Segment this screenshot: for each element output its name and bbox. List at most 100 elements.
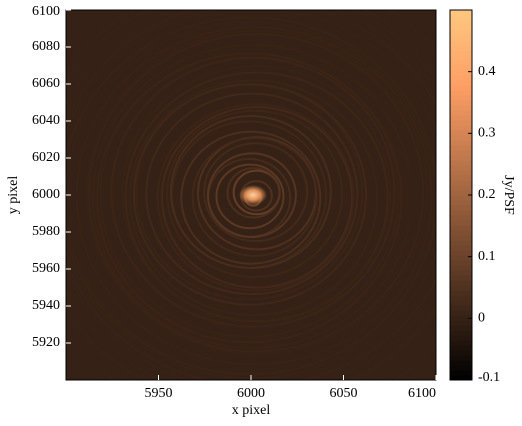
- colorbar-step: [450, 365, 472, 371]
- colorbar-step: [450, 185, 472, 191]
- colorbar-step: [450, 280, 472, 286]
- colorbar-step: [450, 105, 472, 111]
- x-tick-label: 6000: [237, 386, 265, 401]
- colorbar-step: [450, 180, 472, 186]
- colorbar-step: [450, 370, 472, 376]
- colorbar-step: [450, 205, 472, 211]
- colorbar-tick-label: -0.1: [478, 370, 500, 385]
- psf-ring: [166, 109, 344, 279]
- x-tick-label: 6050: [330, 386, 358, 401]
- colorbar: [450, 10, 472, 381]
- colorbar-step: [450, 335, 472, 341]
- colorbar-label: Jy/PSF: [501, 175, 516, 215]
- psf-core: [239, 185, 267, 205]
- colorbar-step: [450, 35, 472, 41]
- colorbar-step: [450, 130, 472, 136]
- colorbar-step: [450, 25, 472, 31]
- colorbar-step: [450, 255, 472, 261]
- colorbar-step: [450, 140, 472, 146]
- colorbar-step: [450, 60, 472, 66]
- colorbar-step: [450, 270, 472, 276]
- colorbar-step: [450, 155, 472, 161]
- colorbar-step: [450, 90, 472, 96]
- colorbar-step: [450, 230, 472, 236]
- colorbar-step: [450, 100, 472, 106]
- colorbar-step: [450, 330, 472, 336]
- psf-ring: [129, 79, 379, 317]
- colorbar-step: [450, 210, 472, 216]
- psf-ring: [145, 92, 359, 296]
- colorbar-step: [450, 175, 472, 181]
- colorbar-step: [450, 345, 472, 351]
- colorbar-step: [450, 150, 472, 156]
- colorbar-step: [450, 135, 472, 141]
- y-tick-label: 5980: [32, 224, 60, 239]
- y-tick-label: 6020: [32, 150, 60, 165]
- colorbar-step: [450, 220, 472, 226]
- psf-ring: [88, 33, 425, 353]
- colorbar-step: [450, 300, 472, 306]
- colorbar-step: [450, 375, 472, 381]
- psf-ring: [169, 115, 332, 270]
- colorbar-step: [450, 40, 472, 46]
- psf-ring: [203, 142, 309, 243]
- colorbar-step: [450, 15, 472, 21]
- psf-ring: [91, 43, 413, 349]
- colorbar-step: [450, 125, 472, 131]
- x-axis-label: x pixel: [232, 403, 271, 418]
- colorbar-tick-label: 0: [478, 311, 485, 326]
- psf-ring: [110, 56, 396, 328]
- colorbar-step: [450, 225, 472, 231]
- colorbar-step: [450, 265, 472, 271]
- colorbar-step: [450, 295, 472, 301]
- psf-ring: [160, 106, 353, 289]
- colorbar-step: [450, 305, 472, 311]
- x-tick-label: 6100: [408, 386, 436, 401]
- y-tick-label: 6000: [32, 187, 60, 202]
- colorbar-step: [450, 170, 472, 176]
- colorbar-step: [450, 85, 472, 91]
- psf-ring: [75, 26, 433, 366]
- y-tick-label: 5940: [32, 298, 60, 313]
- y-axis-label: y pixel: [6, 176, 21, 215]
- psf-ring: [191, 137, 318, 257]
- colorbar-step: [450, 70, 472, 76]
- psf-ring: [121, 65, 392, 322]
- colorbar-step: [450, 115, 472, 121]
- psf-ring: [215, 163, 285, 230]
- colorbar-step: [450, 165, 472, 171]
- colorbar-step: [450, 195, 472, 201]
- colorbar-step: [450, 350, 472, 356]
- colorbar-tick-label: 0.2: [478, 187, 496, 202]
- colorbar-tick-label: 0.1: [478, 249, 496, 264]
- colorbar-step: [450, 245, 472, 251]
- colorbar-step: [450, 160, 472, 166]
- colorbar-step: [450, 20, 472, 26]
- psf-image: [66, 10, 436, 380]
- colorbar-tick-label: 0.3: [478, 126, 496, 141]
- y-tick-label: 6080: [32, 39, 60, 54]
- colorbar-step: [450, 80, 472, 86]
- colorbar-step: [450, 235, 472, 241]
- colorbar-step: [450, 45, 472, 51]
- colorbar-step: [450, 320, 472, 326]
- colorbar-step: [450, 290, 472, 296]
- psf-ring: [226, 167, 281, 219]
- psf-ring: [206, 152, 297, 238]
- y-tick-label: 6060: [32, 76, 60, 91]
- colorbar-step: [450, 55, 472, 61]
- y-tick-label: 5960: [32, 261, 60, 276]
- colorbar-step: [450, 145, 472, 151]
- y-tick-label: 5920: [32, 335, 60, 350]
- x-tick-label: 5950: [145, 386, 173, 401]
- colorbar-step: [450, 95, 472, 101]
- colorbar-step: [450, 340, 472, 346]
- colorbar-step: [450, 75, 472, 81]
- colorbar-step: [450, 30, 472, 36]
- colorbar-step: [450, 360, 472, 366]
- psf-ring: [85, 29, 428, 355]
- colorbar-tick-label: 0.4: [478, 64, 496, 79]
- colorbar-step: [450, 310, 472, 316]
- colorbar-step: [450, 285, 472, 291]
